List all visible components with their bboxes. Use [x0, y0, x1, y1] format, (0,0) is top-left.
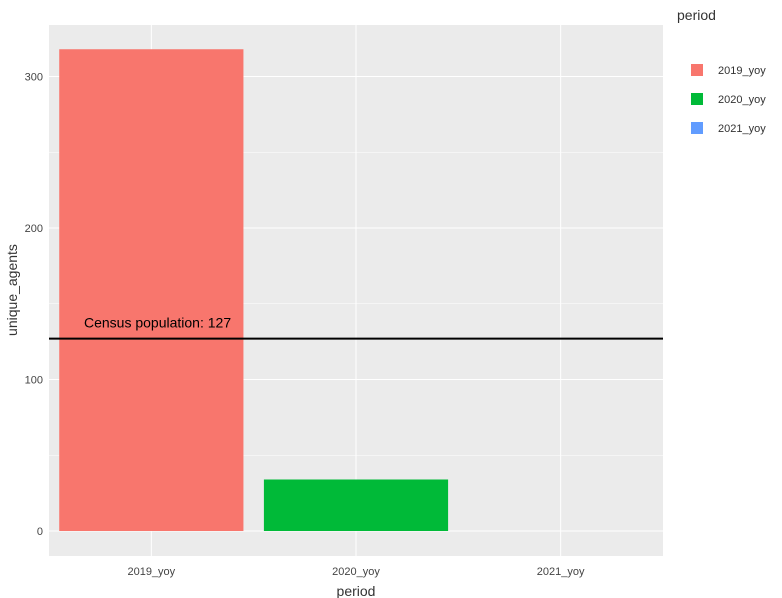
- bar-2020_yoy[interactable]: [263, 479, 449, 532]
- bars: [59, 49, 449, 532]
- x-tick-label: 2020_yoy: [332, 566, 380, 578]
- legend-label[interactable]: 2019_yoy: [718, 65, 766, 77]
- legend-label[interactable]: 2020_yoy: [718, 94, 766, 106]
- legend-swatch-2021_yoy[interactable]: [691, 122, 703, 134]
- legend-title: period: [677, 7, 716, 23]
- census-annotation: Census population: 127: [84, 315, 231, 331]
- x-axis-title: period: [337, 583, 376, 598]
- x-tick-label: 2021_yoy: [537, 566, 585, 578]
- y-tick-label: 0: [37, 526, 43, 538]
- bar-2019_yoy[interactable]: [59, 49, 244, 532]
- legend: period 2019_yoy 2020_yoy 2021_yoy: [677, 7, 766, 135]
- x-tick-labels: 2019_yoy 2020_yoy 2021_yoy: [127, 566, 585, 578]
- legend-swatch-2019_yoy[interactable]: [691, 64, 703, 76]
- legend-label[interactable]: 2021_yoy: [718, 123, 766, 135]
- reference-line-group: Census population: 127: [49, 315, 663, 340]
- y-tick-label: 100: [25, 375, 43, 387]
- y-tick-labels: 0 100 200 300: [25, 72, 43, 538]
- y-axis-title: unique_agents: [4, 244, 20, 336]
- y-tick-label: 300: [25, 72, 43, 84]
- legend-swatch-2020_yoy[interactable]: [691, 93, 703, 105]
- y-tick-label: 200: [25, 223, 43, 235]
- x-tick-label: 2019_yoy: [127, 566, 175, 578]
